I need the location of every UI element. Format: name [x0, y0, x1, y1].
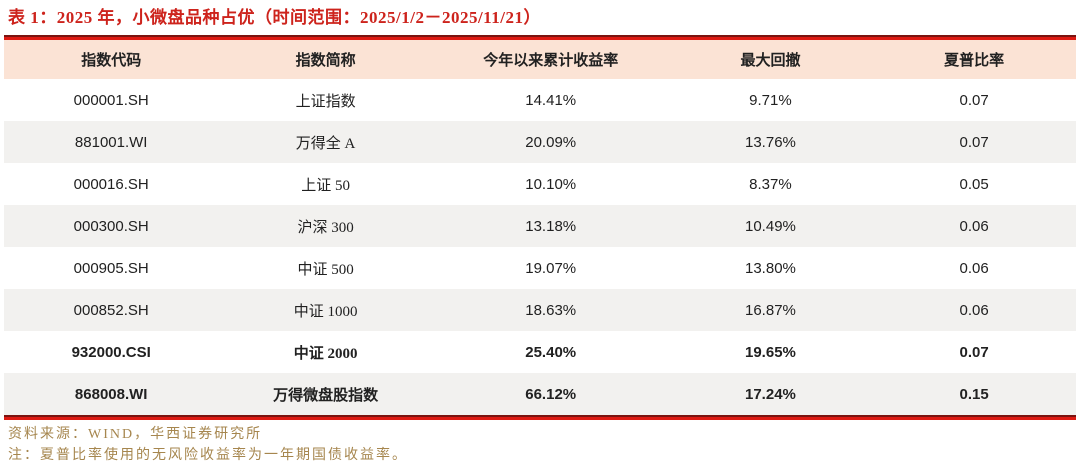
col-header-sharpe-ratio: 夏普比率 — [872, 40, 1076, 79]
max-drawdown-cell: 9.71% — [668, 79, 873, 121]
col-header-index-code: 指数代码 — [4, 40, 219, 79]
table-row: 881001.WI 万得全 A 20.09% 13.76% 0.07 — [4, 121, 1076, 163]
index-name-cell: 中证 1000 — [218, 289, 433, 331]
index-code-cell: 000300.SH — [4, 205, 219, 247]
ytd-return-cell: 66.12% — [432, 373, 669, 415]
index-name-cell: 上证指数 — [218, 79, 433, 121]
ytd-return-cell: 14.41% — [432, 79, 669, 121]
ytd-return-cell: 18.63% — [432, 289, 669, 331]
table-row: 000300.SH 沪深 300 13.18% 10.49% 0.06 — [4, 205, 1076, 247]
max-drawdown-cell: 19.65% — [668, 331, 873, 373]
index-code-cell: 000001.SH — [4, 79, 219, 121]
index-performance-table: 指数代码 指数简称 今年以来累计收益率 最大回撤 夏普比率 000001.SH … — [4, 40, 1076, 415]
index-name-cell: 中证 2000 — [218, 331, 433, 373]
max-drawdown-cell: 16.87% — [668, 289, 873, 331]
max-drawdown-cell: 10.49% — [668, 205, 873, 247]
sharpe-cell: 0.07 — [872, 121, 1076, 163]
index-code-cell: 868008.WI — [4, 373, 219, 415]
ytd-return-cell: 25.40% — [432, 331, 669, 373]
index-code-cell: 000852.SH — [4, 289, 219, 331]
sharpe-cell: 0.06 — [872, 205, 1076, 247]
index-code-cell: 881001.WI — [4, 121, 219, 163]
max-drawdown-cell: 13.80% — [668, 247, 873, 289]
max-drawdown-cell: 8.37% — [668, 163, 873, 205]
col-header-max-drawdown: 最大回撤 — [668, 40, 873, 79]
index-code-cell: 000905.SH — [4, 247, 219, 289]
ytd-return-cell: 10.10% — [432, 163, 669, 205]
table-top-rule — [4, 35, 1076, 40]
table-header-row: 指数代码 指数简称 今年以来累计收益率 最大回撤 夏普比率 — [4, 40, 1076, 79]
ytd-return-cell: 20.09% — [432, 121, 669, 163]
table-row: 000905.SH 中证 500 19.07% 13.80% 0.06 — [4, 247, 1076, 289]
sharpe-cell: 0.07 — [872, 79, 1076, 121]
col-header-ytd-return: 今年以来累计收益率 — [432, 40, 669, 79]
table-row: 000016.SH 上证 50 10.10% 8.37% 0.05 — [4, 163, 1076, 205]
max-drawdown-cell: 13.76% — [668, 121, 873, 163]
sharpe-cell: 0.15 — [872, 373, 1076, 415]
footnote: 注：夏普比率使用的无风险收益率为一年期国债收益率。 — [8, 448, 408, 463]
table-row: 868008.WI 万得微盘股指数 66.12% 17.24% 0.15 — [4, 373, 1076, 415]
index-name-cell: 中证 500 — [218, 247, 433, 289]
max-drawdown-cell: 17.24% — [668, 373, 873, 415]
source-note: 资料来源：WIND，华西证券研究所 — [8, 427, 263, 442]
table-row: 000852.SH 中证 1000 18.63% 16.87% 0.06 — [4, 289, 1076, 331]
sharpe-cell: 0.05 — [872, 163, 1076, 205]
table-row: 932000.CSI 中证 2000 25.40% 19.65% 0.07 — [4, 331, 1076, 373]
table-bottom-rule — [4, 415, 1076, 420]
col-header-index-name: 指数简称 — [218, 40, 433, 79]
table-title: 表 1：2025 年，小微盘品种占优（时间范围：2025/1/2－2025/11… — [8, 8, 541, 27]
table-row: 000001.SH 上证指数 14.41% 9.71% 0.07 — [4, 79, 1076, 121]
ytd-return-cell: 19.07% — [432, 247, 669, 289]
index-name-cell: 万得全 A — [218, 121, 433, 163]
table-footer: 资料来源：WIND，华西证券研究所 注：夏普比率使用的无风险收益率为一年期国债收… — [0, 420, 1080, 466]
index-name-cell: 万得微盘股指数 — [218, 373, 433, 415]
index-name-cell: 沪深 300 — [218, 205, 433, 247]
sharpe-cell: 0.06 — [872, 247, 1076, 289]
sharpe-cell: 0.07 — [872, 331, 1076, 373]
ytd-return-cell: 13.18% — [432, 205, 669, 247]
index-name-cell: 上证 50 — [218, 163, 433, 205]
index-code-cell: 932000.CSI — [4, 331, 219, 373]
sharpe-cell: 0.06 — [872, 289, 1076, 331]
index-code-cell: 000016.SH — [4, 163, 219, 205]
